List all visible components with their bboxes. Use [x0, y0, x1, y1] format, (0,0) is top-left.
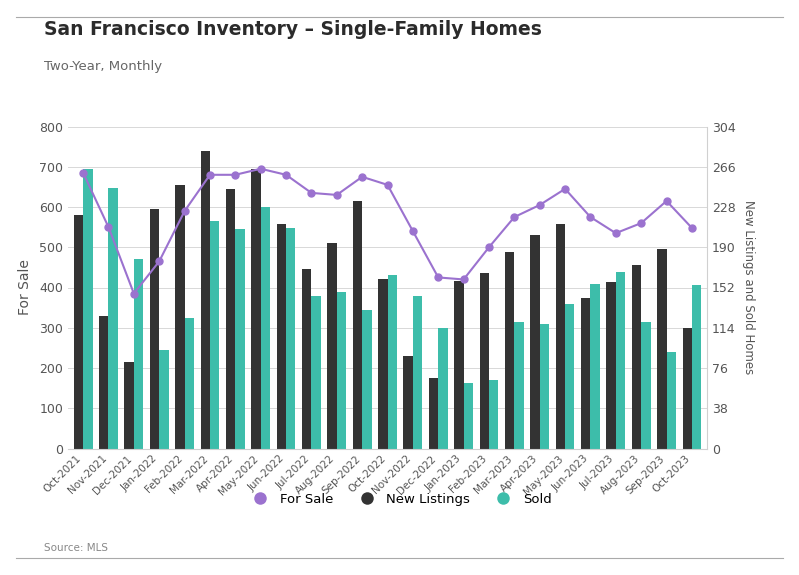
Bar — [185, 317, 194, 448]
For Sale — [586, 213, 595, 220]
Bar — [99, 316, 109, 448]
Bar — [226, 189, 236, 448]
For Sale — [383, 182, 392, 189]
Bar — [590, 284, 600, 448]
Bar — [252, 169, 260, 448]
For Sale — [256, 166, 265, 172]
Bar — [201, 151, 210, 448]
Bar — [362, 309, 372, 448]
Bar — [134, 259, 143, 448]
Bar — [429, 378, 438, 448]
Bar — [692, 285, 702, 448]
Bar — [438, 328, 447, 449]
Text: Two-Year, Monthly: Two-Year, Monthly — [44, 60, 162, 74]
For Sale — [104, 224, 113, 231]
Bar — [236, 229, 244, 448]
Text: Source: MLS: Source: MLS — [44, 543, 108, 553]
For Sale — [687, 224, 697, 231]
For Sale — [281, 171, 291, 178]
For Sale — [484, 244, 494, 251]
Bar — [413, 296, 422, 448]
Bar — [479, 274, 489, 448]
Bar — [312, 296, 321, 448]
Bar — [565, 304, 574, 448]
Bar — [125, 362, 134, 448]
Bar — [150, 209, 159, 448]
Bar — [210, 221, 220, 448]
Bar — [378, 279, 388, 448]
Bar — [666, 352, 676, 448]
Bar — [454, 281, 463, 448]
For Sale — [129, 290, 139, 297]
For Sale — [307, 190, 316, 197]
Bar — [388, 275, 397, 448]
Legend: For Sale, New Listings, Sold: For Sale, New Listings, Sold — [242, 488, 557, 511]
Y-axis label: For Sale: For Sale — [18, 259, 32, 316]
Bar — [328, 243, 337, 448]
Bar — [337, 292, 346, 448]
Bar — [581, 298, 590, 448]
Bar — [353, 201, 362, 448]
For Sale — [205, 171, 215, 178]
Bar — [74, 215, 83, 448]
For Sale — [611, 229, 621, 237]
Bar — [606, 282, 616, 448]
For Sale — [636, 220, 646, 227]
Bar — [175, 185, 185, 448]
Bar — [83, 169, 93, 448]
Bar — [403, 356, 413, 448]
Line: For Sale: For Sale — [80, 165, 695, 297]
Bar — [489, 380, 499, 449]
Bar — [641, 321, 650, 448]
Bar — [539, 324, 549, 448]
For Sale — [231, 171, 240, 178]
Bar — [531, 235, 539, 448]
Bar — [515, 321, 523, 448]
Bar — [555, 224, 565, 448]
Bar — [159, 350, 169, 448]
For Sale — [357, 174, 367, 181]
For Sale — [433, 274, 443, 281]
Bar — [302, 269, 312, 448]
For Sale — [408, 228, 418, 235]
For Sale — [662, 197, 671, 204]
Bar — [260, 207, 270, 448]
For Sale — [560, 185, 570, 192]
Bar — [682, 328, 692, 449]
Bar — [632, 265, 641, 448]
Bar — [463, 383, 473, 449]
Bar — [657, 250, 666, 448]
For Sale — [459, 276, 468, 283]
For Sale — [510, 213, 519, 220]
For Sale — [78, 169, 88, 176]
Bar — [505, 252, 515, 448]
Text: San Francisco Inventory – Single-Family Homes: San Francisco Inventory – Single-Family … — [44, 20, 542, 39]
Bar — [286, 228, 296, 448]
Bar — [276, 224, 286, 448]
For Sale — [154, 258, 164, 264]
Y-axis label: New Listings and Sold Homes: New Listings and Sold Homes — [742, 200, 755, 375]
For Sale — [535, 201, 544, 208]
Bar — [616, 272, 625, 448]
Bar — [109, 187, 118, 448]
For Sale — [332, 191, 342, 198]
For Sale — [180, 208, 189, 214]
